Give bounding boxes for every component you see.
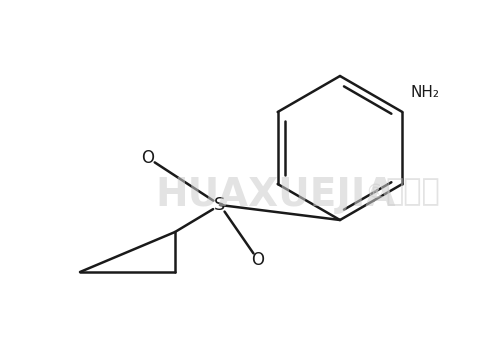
Text: HUAXUEJIA: HUAXUEJIA bbox=[155, 176, 396, 214]
Text: ®: ® bbox=[365, 183, 384, 201]
Text: 化学加: 化学加 bbox=[385, 178, 440, 206]
Text: S: S bbox=[214, 196, 226, 214]
Text: NH₂: NH₂ bbox=[410, 85, 440, 100]
Text: O: O bbox=[252, 251, 264, 269]
Text: O: O bbox=[142, 149, 154, 167]
